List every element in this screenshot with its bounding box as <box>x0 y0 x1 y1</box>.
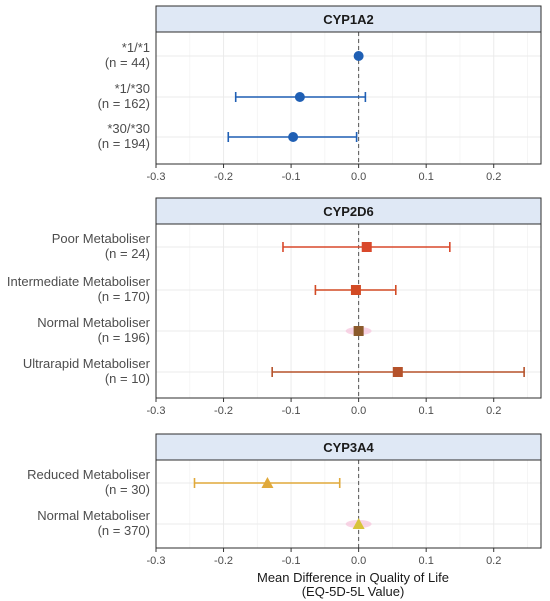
x-tick-label: -0.3 <box>147 555 166 567</box>
strip-header <box>155 197 542 225</box>
row-sample-size: (n = 24) <box>105 246 150 261</box>
panel-background <box>156 224 541 398</box>
forest-row: Ultrarapid Metaboliser(n = 10) <box>23 356 525 386</box>
x-axis-title-group: Mean Difference in Quality of Life (EQ-5… <box>257 570 449 599</box>
row-sample-size: (n = 194) <box>98 136 150 151</box>
row-sample-size: (n = 44) <box>105 55 150 70</box>
x-tick-label: 0.0 <box>351 405 366 417</box>
row-label: Ultrarapid Metaboliser <box>23 356 151 371</box>
x-tick-label: -0.2 <box>214 405 233 417</box>
row-label: Reduced Metaboliser <box>27 467 151 482</box>
row-label: *1/*30 <box>115 81 150 96</box>
row-sample-size: (n = 162) <box>98 96 150 111</box>
x-tick-label: 0.2 <box>486 555 501 567</box>
forest-row: Reduced Metaboliser(n = 30) <box>27 467 341 497</box>
panel-title: CYP2D6 <box>323 204 374 219</box>
row-label: Intermediate Metaboliser <box>7 274 151 289</box>
forest-row: Normal Metaboliser(n = 196) <box>37 315 372 345</box>
x-tick-label: 0.2 <box>486 405 501 417</box>
point-estimate <box>361 242 372 252</box>
x-tick-label: 0.1 <box>419 555 434 567</box>
panel-cyp2d6: Poor Metaboliser(n = 24) Intermediate Met… <box>7 197 542 417</box>
row-sample-size: (n = 10) <box>105 371 150 386</box>
x-tick-label: 0.1 <box>419 171 434 183</box>
x-tick-label: -0.1 <box>282 405 301 417</box>
panel-background <box>156 460 541 548</box>
panel-title: CYP1A2 <box>323 12 374 27</box>
x-tick-label: 0.0 <box>351 555 366 567</box>
forest-row: *30/*30(n = 194) <box>98 121 358 151</box>
x-tick-label: -0.1 <box>282 171 301 183</box>
panel-cyp1a2: *1/*1(n = 44)*1/*30(n = 162)*30/*30(n = … <box>98 5 542 183</box>
point-estimate <box>288 132 299 142</box>
row-label: Normal Metaboliser <box>37 508 150 523</box>
point-estimate <box>353 51 364 61</box>
panel-border <box>155 31 542 165</box>
forest-row: Intermediate Metaboliser(n = 170) <box>7 274 397 304</box>
row-sample-size: (n = 196) <box>98 330 150 345</box>
x-tick-label: 0.2 <box>486 171 501 183</box>
row-sample-size: (n = 30) <box>105 482 150 497</box>
point-estimate <box>352 518 365 529</box>
panel-border <box>155 223 542 399</box>
point-estimate <box>294 92 305 102</box>
x-tick-label: -0.2 <box>214 555 233 567</box>
x-tick-label: -0.2 <box>214 171 233 183</box>
panel-border <box>155 459 542 549</box>
point-estimate <box>353 326 364 336</box>
forest-row: *1/*1(n = 44) <box>105 40 364 70</box>
row-label: Normal Metaboliser <box>37 315 150 330</box>
forest-row: Poor Metaboliser(n = 24) <box>52 231 451 261</box>
row-label: Poor Metaboliser <box>52 231 151 246</box>
point-estimate <box>392 367 403 377</box>
row-label: *30/*30 <box>107 121 150 136</box>
x-tick-label: -0.1 <box>282 555 301 567</box>
point-estimate <box>261 477 274 488</box>
row-sample-size: (n = 170) <box>98 289 150 304</box>
row-label: *1/*1 <box>122 40 150 55</box>
panels-group: *1/*1(n = 44)*1/*30(n = 162)*30/*30(n = … <box>7 5 542 567</box>
x-tick-label: -0.3 <box>147 405 166 417</box>
point-estimate <box>350 285 361 295</box>
x-tick-label: 0.1 <box>419 405 434 417</box>
x-tick-label: -0.3 <box>147 171 166 183</box>
panel-background <box>156 32 541 164</box>
forest-row: *1/*30(n = 162) <box>98 81 367 111</box>
row-sample-size: (n = 370) <box>98 523 150 538</box>
panel-title: CYP3A4 <box>323 440 374 455</box>
x-axis-title-line-1: Mean Difference in Quality of Life <box>257 570 449 585</box>
forest-row: Normal Metaboliser(n = 370) <box>37 508 372 538</box>
panel-cyp3a4: Reduced Metaboliser(n = 30) Normal Metabo… <box>27 433 542 567</box>
x-tick-label: 0.0 <box>351 171 366 183</box>
x-axis-title-line-2: (EQ-5D-5L Value) <box>302 584 405 599</box>
